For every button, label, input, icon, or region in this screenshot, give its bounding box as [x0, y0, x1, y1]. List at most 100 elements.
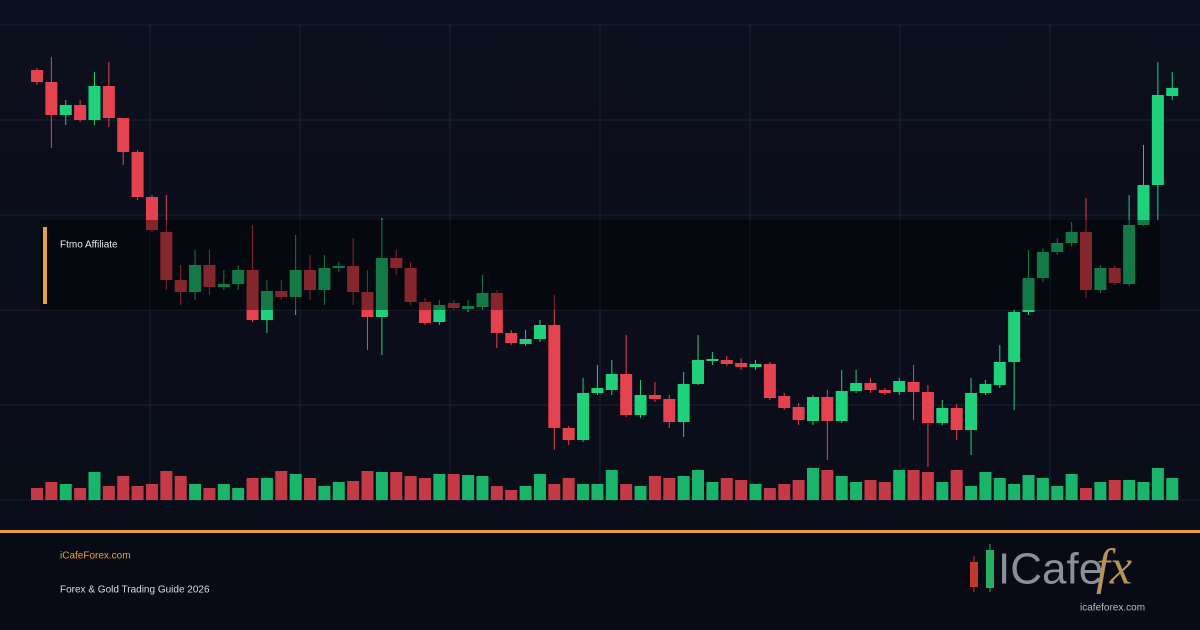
volume-bar: [907, 470, 920, 500]
candle-body: [533, 325, 546, 339]
candles: [31, 57, 1179, 500]
candle-body: [347, 266, 360, 292]
volume-bar: [778, 484, 791, 500]
volume-bar: [404, 476, 417, 500]
volume-bar: [246, 478, 259, 500]
candle-body: [462, 306, 475, 309]
volume-bar: [476, 476, 489, 500]
candle-body: [806, 397, 819, 421]
candle-body: [562, 428, 575, 440]
x-grid: [149, 25, 1051, 500]
volume-bar: [59, 484, 72, 500]
candle-body: [1166, 88, 1179, 96]
candle-body: [1094, 268, 1107, 290]
candle-body: [677, 384, 690, 422]
volume-bar: [462, 475, 475, 500]
candle-body: [476, 293, 489, 307]
candle-body: [850, 383, 863, 391]
volume-bar: [548, 484, 561, 500]
candle-body: [361, 292, 374, 317]
volume-bar: [31, 488, 43, 500]
candle-body: [1123, 225, 1136, 284]
candle-body: [835, 391, 848, 421]
volume-bar: [979, 472, 992, 500]
site: iCafeForex.com: [60, 551, 131, 562]
volume-bar: [145, 484, 158, 500]
volume-bar: [864, 480, 877, 500]
volume-bar: [835, 476, 848, 500]
candle-body: [433, 305, 446, 322]
volume-bar: [189, 484, 202, 500]
candle-body: [217, 284, 230, 287]
volume-bar: [390, 472, 403, 500]
candle-body: [620, 374, 633, 415]
candle-body: [577, 393, 590, 440]
volume-bar: [160, 471, 173, 500]
volume-bar: [418, 478, 431, 500]
candle-body: [1051, 243, 1064, 252]
volume-bar: [1166, 478, 1179, 500]
candle-body: [1065, 232, 1078, 243]
volume-bar: [648, 476, 661, 500]
volume-bar: [792, 480, 805, 500]
volume-bar: [433, 474, 446, 500]
volume-bar: [232, 488, 245, 500]
candle-body: [59, 105, 72, 115]
volume-bar: [965, 486, 978, 500]
candle-body: [648, 395, 661, 399]
volume-bar: [562, 478, 575, 500]
candle-body: [1137, 185, 1150, 225]
candle-body: [1036, 252, 1049, 278]
candle-body: [878, 390, 891, 393]
volume-bar: [692, 470, 705, 500]
volume-bar: [950, 470, 963, 500]
candle-body: [260, 291, 273, 320]
volume-bar: [735, 480, 748, 500]
candle-body: [519, 339, 532, 344]
candle-body: [864, 383, 877, 390]
annotation-band: [40, 220, 1160, 310]
volume-bar: [45, 482, 58, 500]
candle-body: [45, 82, 58, 115]
candle-body: [663, 399, 676, 422]
volume-bar: [361, 471, 374, 500]
volume-bar: [1151, 468, 1164, 500]
annotation: Ftmo Affiliate: [60, 240, 118, 251]
subtitle: Forex & Gold Trading Guide 2026: [60, 585, 210, 596]
candle-body: [332, 266, 345, 268]
volume-bar: [347, 481, 360, 500]
volume-bar: [1008, 484, 1021, 500]
volume-bar: [533, 474, 546, 500]
candle-body: [88, 86, 101, 120]
candle-body: [145, 197, 158, 230]
volume-bar: [677, 476, 690, 500]
candle-body: [246, 270, 259, 320]
candle-body: [1022, 278, 1035, 312]
candle-body: [735, 363, 748, 367]
volume-bar: [217, 484, 230, 500]
candle-body: [821, 397, 834, 421]
candle-body: [605, 374, 618, 390]
candle-body: [893, 381, 906, 392]
candle-body: [778, 396, 791, 408]
volume-bar: [505, 490, 518, 500]
candle-body: [591, 388, 604, 393]
candle-body: [1108, 268, 1121, 283]
volume-bar: [490, 486, 503, 500]
volume-bar: [203, 488, 216, 500]
candle-body: [102, 86, 115, 118]
candle-body: [950, 408, 963, 430]
candle-body: [404, 268, 417, 302]
candle-body: [31, 70, 43, 82]
volume-bar: [318, 486, 331, 500]
volume-bar: [993, 478, 1006, 500]
candle-body: [1151, 95, 1164, 185]
volume-bar: [1065, 474, 1078, 500]
logo-text: ICafe: [998, 545, 1103, 594]
volume-bar: [304, 478, 317, 500]
candle-body: [131, 152, 144, 197]
annotation-marker: [43, 227, 47, 304]
volume-bar: [1051, 486, 1064, 500]
volume-bar: [591, 484, 604, 500]
